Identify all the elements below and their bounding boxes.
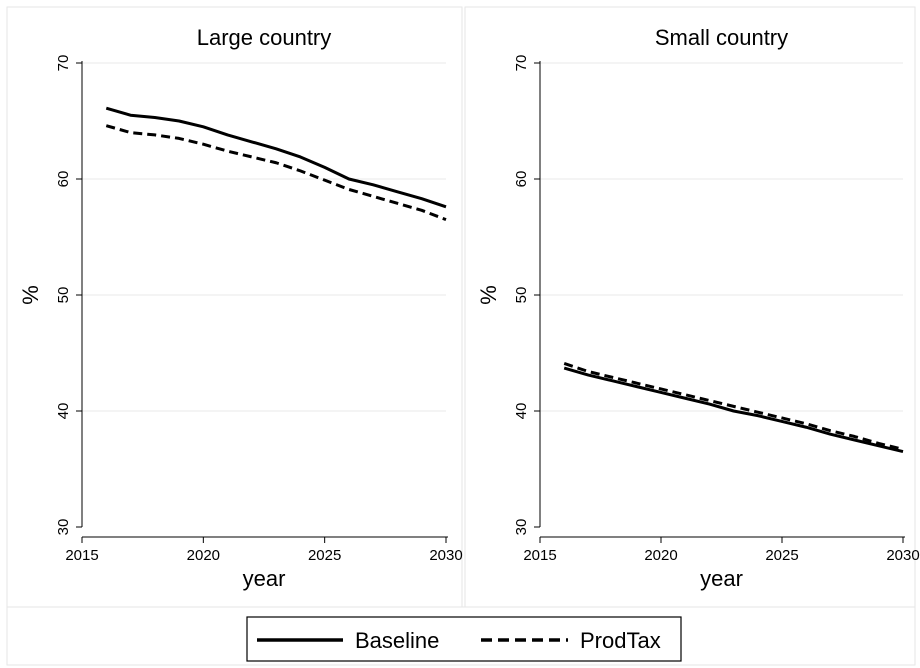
series-line-baseline	[105, 106, 447, 209]
y-axis-label: %	[18, 285, 43, 305]
panel-border	[6, 6, 463, 608]
y-tick-label: 50	[55, 287, 72, 304]
x-axis-label: year	[700, 566, 743, 591]
series-line-baseline	[563, 366, 904, 454]
x-tick-label: 2025	[308, 547, 341, 564]
legend-area-border	[6, 606, 916, 666]
y-tick-label: 30	[513, 519, 530, 536]
x-tick-label: 2030	[429, 547, 462, 564]
panel-title: Small country	[655, 25, 788, 50]
y-tick-label: 60	[55, 171, 72, 188]
y-tick-label: 40	[513, 403, 530, 420]
x-tick-label: 2015	[523, 547, 556, 564]
y-tick-label: 30	[55, 519, 72, 536]
y-tick-label: 70	[513, 55, 530, 72]
legend-label-baseline: Baseline	[355, 628, 439, 653]
y-tick-label: 60	[513, 171, 530, 188]
y-tick-label: 70	[55, 55, 72, 72]
x-tick-label: 2020	[187, 547, 220, 564]
x-tick-label: 2030	[886, 547, 919, 564]
y-tick-label: 40	[55, 403, 72, 420]
x-axis-label: year	[243, 566, 286, 591]
x-tick-label: 2020	[644, 547, 677, 564]
series-line-prodtax	[563, 362, 904, 451]
series-line-prodtax	[105, 124, 447, 222]
x-tick-label: 2025	[765, 547, 798, 564]
legend-label-prodtax: ProdTax	[580, 628, 661, 653]
y-tick-label: 50	[513, 287, 530, 304]
x-tick-label: 2015	[65, 547, 98, 564]
y-axis-label: %	[476, 285, 501, 305]
panel-border	[464, 6, 916, 608]
panel-title: Large country	[197, 25, 332, 50]
